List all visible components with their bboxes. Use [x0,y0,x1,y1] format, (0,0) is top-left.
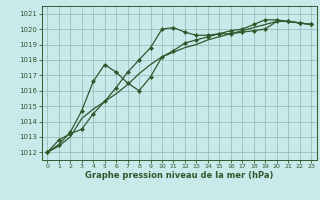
X-axis label: Graphe pression niveau de la mer (hPa): Graphe pression niveau de la mer (hPa) [85,171,273,180]
